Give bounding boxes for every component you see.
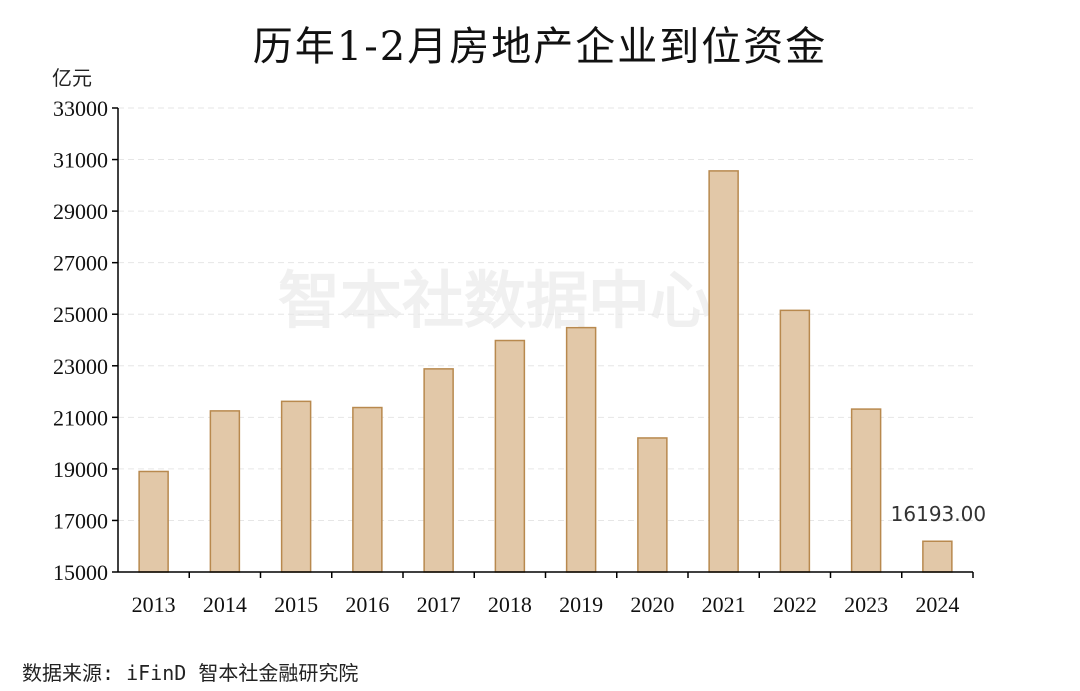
bar <box>637 437 668 573</box>
bar <box>494 339 526 573</box>
chart-title: 历年1-2月房地产企业到位资金 <box>252 24 828 70</box>
x-tick-label: 2023 <box>844 592 888 617</box>
x-tick-label: 2017 <box>417 592 461 617</box>
x-tick-label: 2018 <box>488 592 532 617</box>
x-tick-label: 2016 <box>345 592 389 617</box>
y-tick-label: 27000 <box>53 251 108 276</box>
x-tick-label: 2014 <box>203 592 247 617</box>
y-tick-label: 19000 <box>53 457 108 482</box>
y-tick-label: 15000 <box>53 560 108 585</box>
bar <box>280 400 312 573</box>
bar <box>352 406 383 573</box>
y-tick-label: 21000 <box>53 405 108 430</box>
x-tick-label: 2013 <box>132 592 176 617</box>
data-label: 16193.00 <box>891 502 986 526</box>
y-tick-label: 33000 <box>53 96 108 121</box>
y-axis-unit: 亿元 <box>52 66 92 90</box>
y-tick-label: 17000 <box>53 508 108 533</box>
y-tick-label: 29000 <box>53 199 108 224</box>
grid-lines <box>118 107 973 521</box>
source-note: 数据来源: iFinD 智本社金融研究院 <box>22 661 359 685</box>
x-tick-label: 2019 <box>559 592 603 617</box>
watermark: 智本社数据中心 <box>278 264 712 337</box>
x-tick-label: 2022 <box>773 592 817 617</box>
y-tick-label: 25000 <box>53 302 108 327</box>
bar <box>779 309 811 573</box>
x-tick-label: 2020 <box>630 592 674 617</box>
x-tick-label: 2021 <box>702 592 746 617</box>
bar <box>922 540 953 573</box>
y-tick-label: 23000 <box>53 354 108 379</box>
bar <box>209 410 241 573</box>
axes <box>112 107 974 578</box>
bars <box>138 170 953 573</box>
bar <box>138 470 169 573</box>
bar <box>708 170 739 573</box>
bar <box>423 368 454 573</box>
x-tick-label: 2024 <box>915 592 959 617</box>
labels: 15000 17000 19000 21000 23000 25000 27000 29000… <box>53 96 986 617</box>
bar <box>565 326 597 573</box>
bar <box>850 408 882 573</box>
y-tick-label: 31000 <box>53 148 108 173</box>
x-tick-label: 2015 <box>274 592 318 617</box>
